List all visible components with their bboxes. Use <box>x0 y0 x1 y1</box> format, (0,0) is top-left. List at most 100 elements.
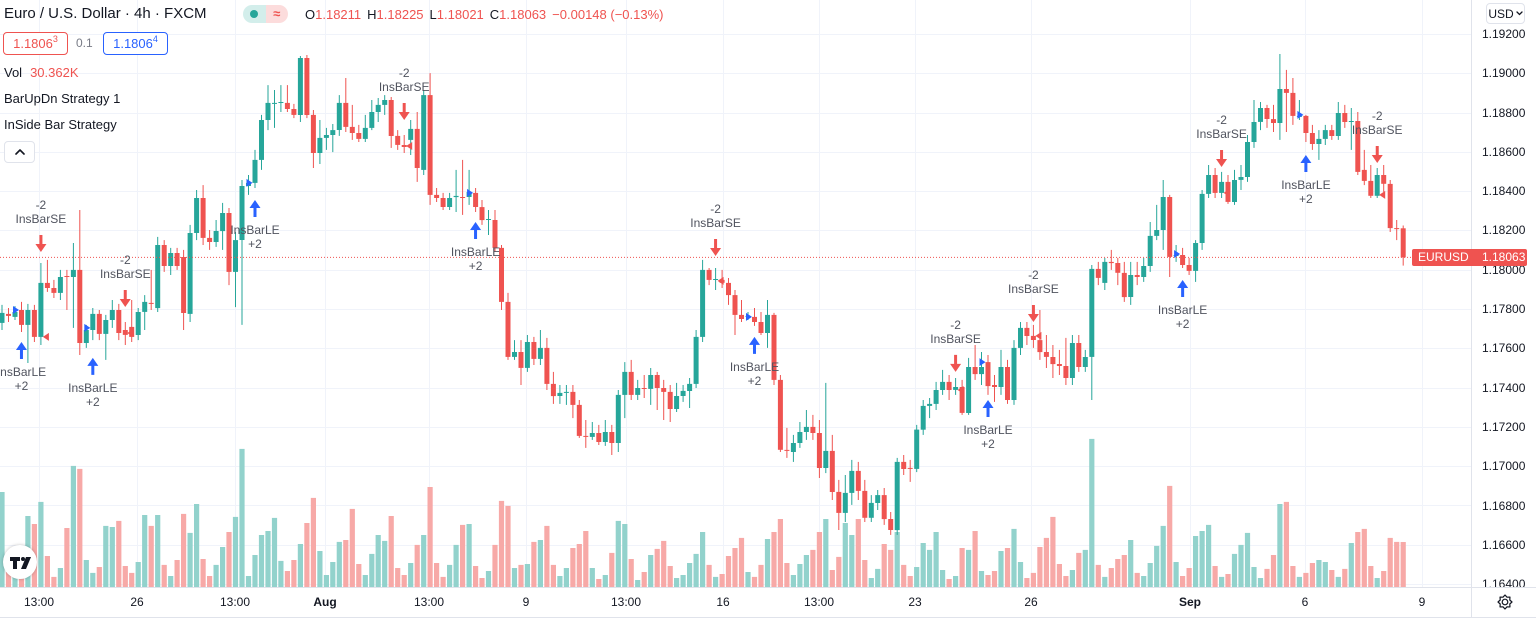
long-entry-signal[interactable]: InsBarLE+2 <box>451 221 500 273</box>
signal-label: InsBarLE <box>1158 303 1207 317</box>
candle-body <box>758 322 764 333</box>
candle <box>933 381 939 410</box>
volume-bar <box>1251 567 1257 587</box>
volume-bar <box>524 564 530 587</box>
short-entry-signal[interactable]: InsBarSE-2 <box>690 202 741 256</box>
signal-label: InsBarLE <box>1281 178 1330 192</box>
candle <box>1063 337 1069 385</box>
volume-label: Vol <box>4 65 23 80</box>
candle <box>1225 175 1231 204</box>
signal-qty: +2 <box>469 259 483 273</box>
candle <box>304 55 310 119</box>
candle-body <box>369 112 375 128</box>
candle <box>447 192 453 210</box>
signal-qty: +2 <box>748 374 762 388</box>
candle <box>142 295 148 330</box>
candle <box>181 249 187 330</box>
candle-body <box>388 100 394 136</box>
short-entry-signal[interactable]: InsBarSE-2 <box>1196 113 1247 167</box>
volume-bar <box>661 540 667 587</box>
signal-qty: -2 <box>399 66 410 80</box>
long-entry-signal[interactable]: InsBarLE+2 <box>0 342 46 393</box>
candle <box>953 378 959 395</box>
volume-bar <box>868 578 874 587</box>
candle <box>979 352 984 385</box>
short-entry-signal[interactable]: InsBarSE-2 <box>379 66 430 121</box>
candle-body <box>213 231 219 242</box>
candle <box>200 185 206 245</box>
ohlc-values: O 1.18211 H 1.18225 L 1.18021 C 1.18063 … <box>305 6 669 23</box>
long-entry-signal[interactable]: InsBarLE+2 <box>730 336 779 388</box>
candle <box>473 188 479 212</box>
candle <box>771 312 777 385</box>
signal-label: InsBarSE <box>16 212 67 226</box>
volume-bar <box>751 576 758 587</box>
candle-body <box>194 198 200 233</box>
candle-body <box>317 137 323 153</box>
signal-qty: -2 <box>1028 268 1039 282</box>
market-status-badge[interactable]: ≈ <box>243 5 288 23</box>
candle <box>155 236 161 312</box>
arrow-up-icon <box>249 199 261 217</box>
candle <box>544 337 550 390</box>
short-entry-signal[interactable]: InsBarSE-2 <box>100 253 151 308</box>
sell-price-button[interactable]: 1.18063 <box>3 32 68 55</box>
candle <box>1193 240 1199 282</box>
short-entry-signal[interactable]: InsBarSE-2 <box>16 198 67 253</box>
volume-bar <box>161 564 167 587</box>
volume-bar <box>544 525 550 587</box>
symbol-title[interactable]: Euro / U.S. Dollar · 4h · FXCM <box>4 5 207 22</box>
time-axis-tick: 23 <box>908 595 922 609</box>
candle-body <box>953 387 959 390</box>
volume-bar <box>414 544 420 587</box>
volume-bar <box>829 570 835 587</box>
candle <box>64 269 70 310</box>
volume-bar <box>90 572 96 587</box>
short-entry-signal[interactable]: InsBarSE-2 <box>930 318 981 372</box>
indicator-legend-barupdn[interactable]: BarUpDn Strategy 1 <box>4 91 121 106</box>
candle-body <box>1056 364 1062 366</box>
volume-legend[interactable]: Vol 30.362K <box>4 65 79 81</box>
candle-body <box>1102 261 1108 283</box>
tradingview-logo[interactable] <box>3 545 37 579</box>
volume-bar <box>875 568 881 587</box>
long-entry-signal[interactable]: InsBarLE+2 <box>1281 155 1331 206</box>
candle-body <box>1290 92 1296 116</box>
candle-body <box>654 375 660 388</box>
candle-body <box>1212 175 1218 193</box>
volume-bar <box>226 532 232 587</box>
time-axis[interactable]: 13:00 26 13:00 Aug 13:00 9 13:00 16 13:00 23 26 Sep… <box>0 588 1471 617</box>
long-entry-signal[interactable]: InsBarLE+2 <box>1158 279 1207 331</box>
indicator-legend-inside-bar[interactable]: InSide Bar Strategy <box>4 117 117 132</box>
long-entry-signal[interactable]: InsBarLE+2 <box>68 357 117 409</box>
candle <box>375 98 381 122</box>
chart-settings-button[interactable] <box>1495 592 1515 612</box>
price-axis-tick: 1.17800 <box>1482 302 1526 316</box>
collapse-legend-button[interactable] <box>4 141 35 163</box>
candle-body <box>1355 121 1361 172</box>
candle <box>343 78 349 132</box>
candle <box>460 159 466 215</box>
candle-body <box>187 233 193 314</box>
candle-body <box>888 519 894 530</box>
long-entry-signal[interactable]: InsBarLE+2 <box>230 199 280 251</box>
candle-body <box>1245 142 1250 177</box>
short-entry-signal[interactable]: InsBarSE-2 <box>1008 268 1059 322</box>
signal-label: InsBarSE <box>1196 127 1247 141</box>
price-axis[interactable]: 1.19200 1.19000 1.18800 1.18600 1.18400 1.182… <box>1472 0 1536 587</box>
candle <box>1108 249 1114 270</box>
currency-dropdown[interactable]: USD <box>1486 3 1525 24</box>
volume-bar <box>648 555 654 587</box>
candle-body <box>304 58 310 115</box>
short-entry-signal[interactable]: InsBarSE-2 <box>1352 109 1403 164</box>
candle <box>0 304 5 330</box>
candle-body <box>375 104 381 112</box>
candle <box>661 379 667 420</box>
volume-bar <box>1089 438 1095 587</box>
buy-price-button[interactable]: 1.18064 <box>103 32 168 55</box>
sell-price-pip: 3 <box>52 34 58 44</box>
arrow-down-icon <box>1216 149 1228 167</box>
candle-body <box>972 367 978 375</box>
long-entry-signal[interactable]: InsBarLE+2 <box>963 399 1013 451</box>
chart-pane[interactable]: InsBarSE-2InsBarSE-2InsBarSE-2InsBarSE-2… <box>0 0 1471 587</box>
